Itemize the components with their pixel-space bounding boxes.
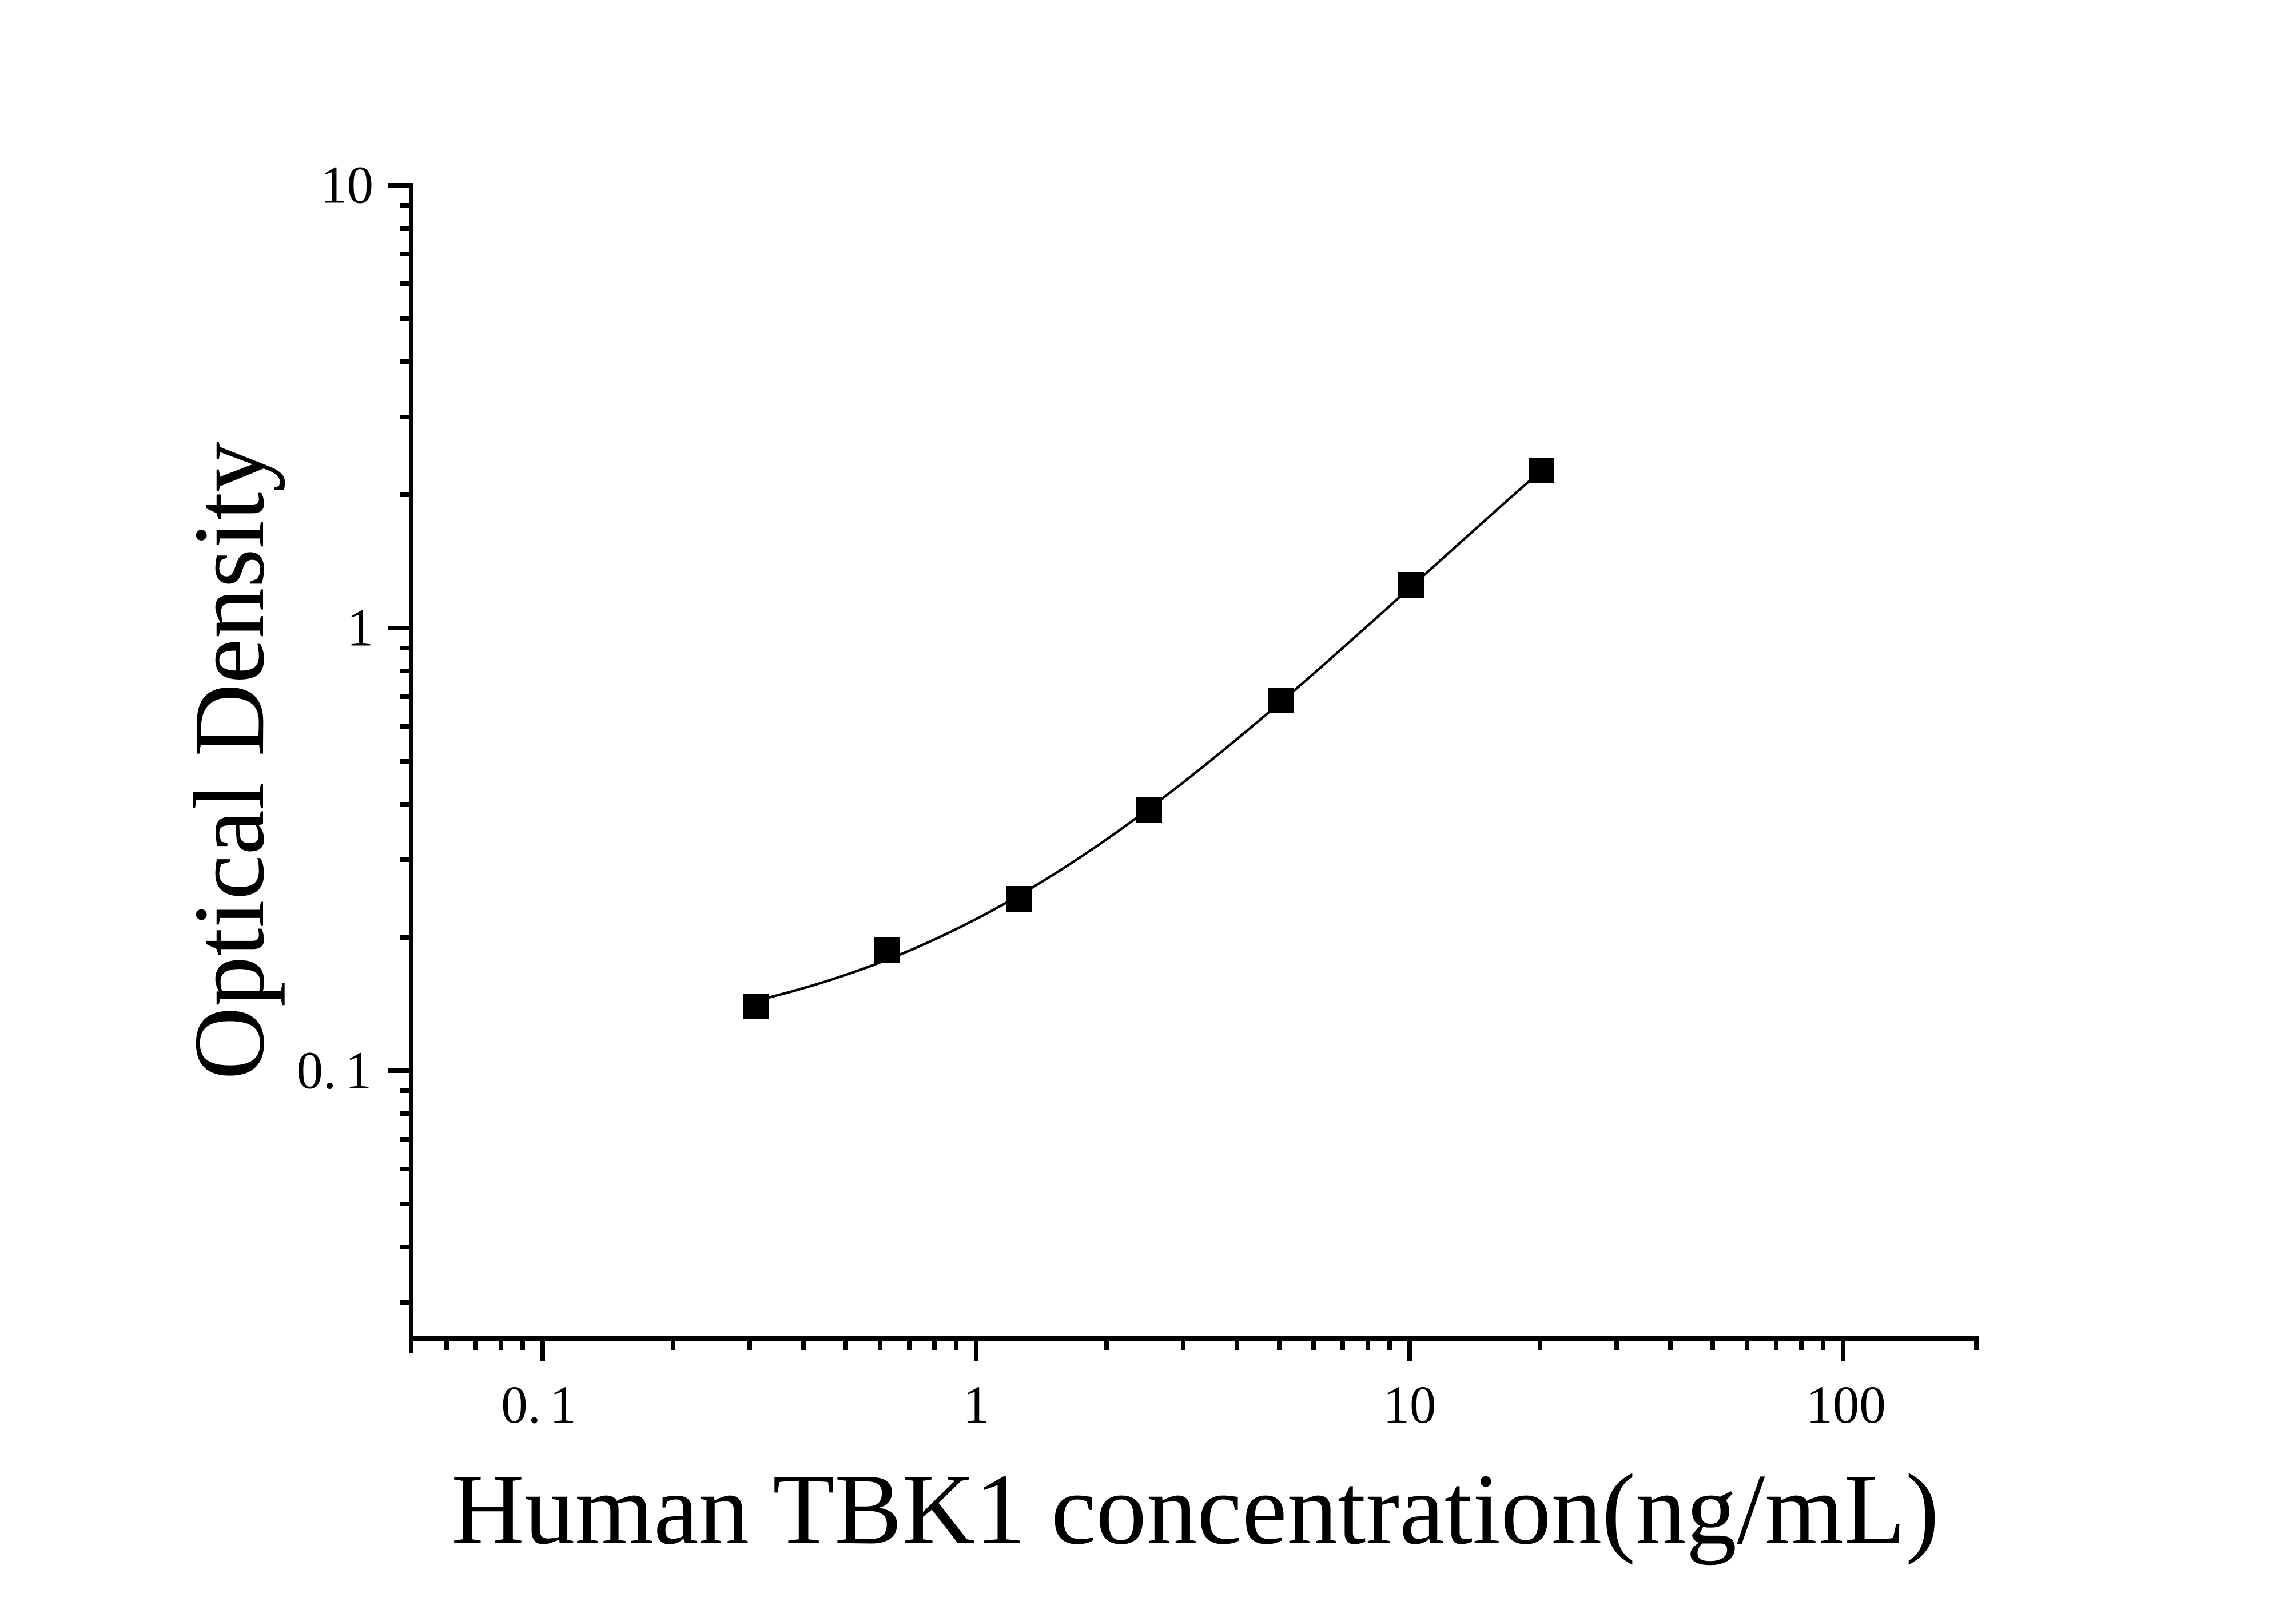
- svg-text:Optical Density: Optical Density: [173, 442, 285, 1080]
- svg-text:10: 10: [320, 156, 373, 215]
- svg-text:0. 1: 0. 1: [501, 1376, 576, 1435]
- svg-text:1: 1: [963, 1376, 990, 1435]
- svg-text:1: 1: [347, 599, 374, 658]
- svg-text:Human TBK1 concentration(ng/mL: Human TBK1 concentration(ng/mL): [451, 1453, 1939, 1566]
- svg-text:10: 10: [1383, 1376, 1437, 1435]
- svg-text:100: 100: [1806, 1376, 1886, 1435]
- svg-text:0. 1: 0. 1: [297, 1042, 372, 1101]
